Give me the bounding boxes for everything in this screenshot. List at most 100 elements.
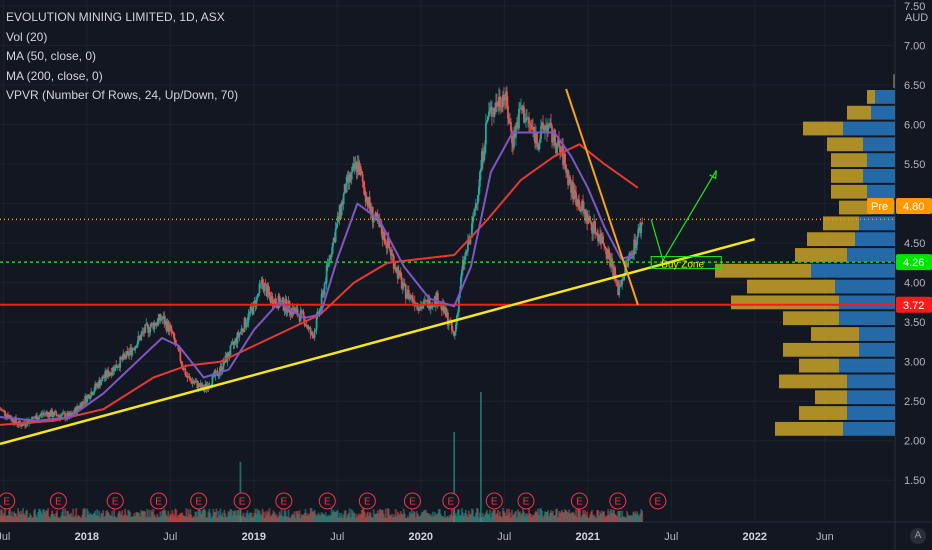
candle-body	[48, 412, 50, 418]
candle-body	[143, 331, 146, 333]
price-axis[interactable]: AUD 1.502.002.503.003.504.004.505.005.50…	[904, 1, 928, 487]
volume-bar	[254, 508, 257, 522]
volume-bar	[432, 516, 435, 522]
volume-bar	[30, 515, 32, 522]
volume-bar	[576, 517, 578, 522]
volume-bar	[529, 513, 531, 522]
volume-bar	[359, 514, 362, 522]
volume-bar	[375, 513, 378, 522]
candle-body	[186, 375, 189, 378]
candle-body	[263, 283, 266, 292]
indicator-volume[interactable]: Vol (20)	[6, 29, 48, 44]
volume-bar	[467, 510, 470, 522]
earnings-marker-label: E	[364, 497, 371, 508]
volume-spike	[453, 432, 456, 522]
volume-bar	[636, 511, 639, 522]
x-tick-label: 2020	[409, 531, 433, 543]
candle-body	[515, 125, 517, 138]
candle-body	[370, 206, 373, 214]
volume-bar	[117, 513, 120, 522]
volume-bar	[530, 514, 532, 522]
candle-body	[173, 333, 176, 341]
volume-bar	[274, 515, 277, 522]
candle-body	[0, 409, 2, 411]
candle-body	[509, 122, 511, 124]
volume-bar	[186, 516, 189, 522]
candle-body	[138, 336, 141, 338]
volume-bar	[623, 516, 626, 522]
y-tick-label: 2.00	[904, 436, 925, 448]
volume-bar	[142, 510, 145, 522]
volume-bar	[611, 513, 614, 522]
volume-bar	[322, 514, 325, 522]
volume-bars	[0, 392, 644, 522]
vp-bar-up	[863, 137, 895, 152]
volume-bar	[184, 516, 187, 522]
indicator-vpvr[interactable]: VPVR (Number Of Rows, 24, Up/Down, 70)	[6, 88, 239, 102]
volume-bar	[321, 513, 324, 522]
volume-bar	[291, 513, 294, 522]
candle-body	[386, 237, 389, 249]
time-axis[interactable]: Jul 2018 Jul 2019 Jul 2020 Jul 2021 Jul 2022 Jun	[0, 531, 834, 543]
candle-body	[104, 371, 107, 378]
candle-body	[243, 318, 246, 332]
candle-body	[551, 126, 553, 143]
candle-body	[521, 107, 523, 111]
candle-body	[422, 300, 425, 306]
vp-bar-down	[867, 89, 875, 104]
candle-body	[160, 319, 163, 321]
volume-bar	[306, 513, 309, 522]
earnings-marker-label: E	[281, 497, 288, 508]
candle-body	[76, 406, 79, 414]
volume-bar	[267, 512, 270, 522]
candle-body	[247, 313, 250, 323]
volume-bar	[398, 515, 401, 522]
currency-label: AUD	[905, 12, 928, 24]
indicator-ma50[interactable]: MA (50, close, 0)	[6, 49, 97, 63]
candle-body	[440, 303, 443, 311]
volume-bar	[459, 515, 462, 522]
volume-bar	[93, 512, 96, 522]
volume-bar	[403, 513, 406, 522]
volume-bar	[478, 512, 481, 522]
auto-scale-button[interactable]: A	[910, 528, 926, 544]
volume-bar	[477, 517, 480, 522]
candle-body	[520, 107, 522, 109]
projection-path	[650, 170, 717, 262]
volume-bar	[131, 516, 134, 522]
candle-body	[491, 106, 493, 117]
earnings-marker-label: E	[523, 497, 530, 508]
candle-body	[253, 300, 256, 302]
volume-bar	[72, 508, 75, 522]
earnings-marker	[485, 492, 503, 510]
volume-bar	[202, 509, 205, 522]
candle-body	[235, 338, 238, 344]
candle-body	[605, 248, 608, 255]
volume-bar	[250, 512, 253, 522]
volume-bar	[599, 511, 602, 522]
volume-bar	[234, 510, 237, 522]
volume-bar	[70, 512, 73, 522]
volume-bar	[204, 510, 207, 522]
candle-body	[134, 346, 137, 350]
candle-body	[314, 329, 317, 331]
volume-bar	[634, 511, 637, 522]
indicator-ma200[interactable]: MA (200, close, 0)	[6, 68, 103, 83]
candle-body	[4, 410, 6, 416]
candle-body	[91, 391, 94, 395]
volume-bar	[527, 515, 529, 522]
volume-bar	[309, 508, 312, 522]
volume-bar	[615, 514, 618, 522]
earnings-marker	[517, 492, 535, 510]
candle-body	[82, 401, 85, 403]
volume-bar	[1, 510, 3, 522]
candle-body	[197, 383, 200, 389]
volume-bar	[43, 509, 45, 522]
volume-bar	[613, 510, 616, 522]
candle-body	[149, 326, 152, 332]
volume-bar	[370, 517, 373, 522]
candle-body	[451, 330, 454, 332]
candle-body	[343, 184, 346, 194]
candle-body	[146, 323, 149, 326]
